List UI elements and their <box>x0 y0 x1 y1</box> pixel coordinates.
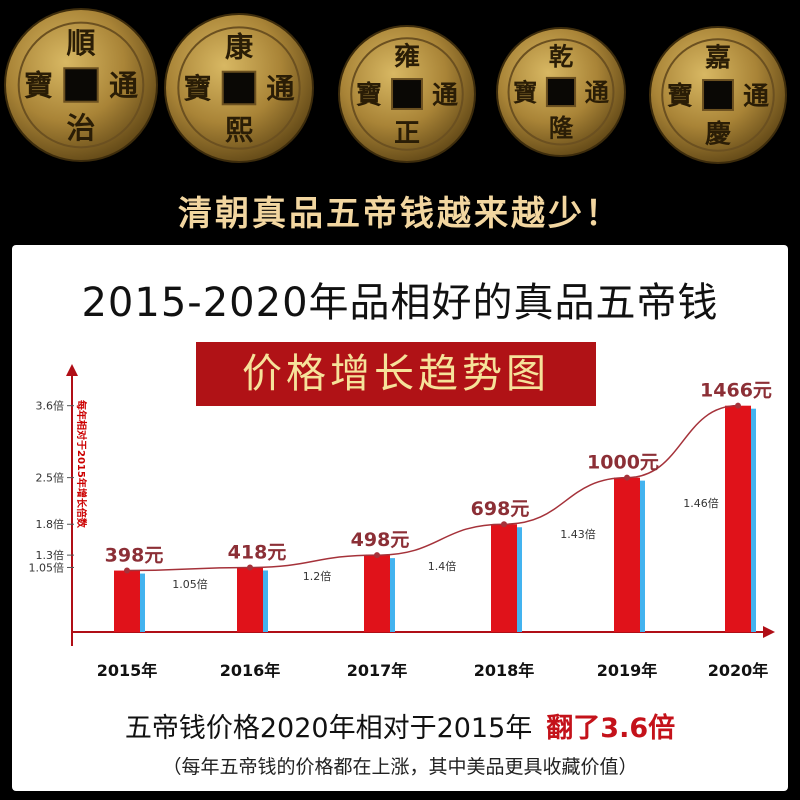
growth-label: 1.46倍 <box>683 496 719 510</box>
category-label: 2017年 <box>347 661 408 680</box>
summary-text: 五帝钱价格2020年相对于2015年 <box>124 713 533 744</box>
coin-rim <box>507 38 615 146</box>
bar <box>614 477 640 632</box>
coin-square-hole <box>702 79 734 111</box>
x-axis-arrow <box>763 626 775 638</box>
coin-character: 隆 <box>549 114 574 143</box>
bar-side <box>640 480 645 632</box>
coin-character: 寶 <box>356 79 382 110</box>
coin-character: 正 <box>394 118 420 148</box>
category-label: 2016年 <box>220 661 281 680</box>
trend-point <box>501 521 507 528</box>
coin-character: 通 <box>432 80 458 110</box>
y-tick-label: 3.6倍 <box>36 399 65 413</box>
coin-square-hole <box>391 78 423 110</box>
bar-side <box>390 558 395 632</box>
growth-label: 1.05倍 <box>172 577 208 591</box>
category-label: 2015年 <box>97 661 158 680</box>
coin-character: 順 <box>67 26 96 60</box>
coin-rim <box>177 26 301 150</box>
y-tick-label: 1.8倍 <box>36 517 65 531</box>
growth-label: 1.43倍 <box>560 527 596 541</box>
y-tick-label: 1.05倍 <box>29 560 65 574</box>
bar <box>114 570 140 632</box>
value-label: 418元 <box>228 541 287 563</box>
coin-rim <box>350 37 464 151</box>
y-axis-title: 每年相对于2015年增长倍数 <box>75 400 88 529</box>
value-label: 1000元 <box>587 452 659 474</box>
bar <box>364 555 390 632</box>
footnote: （每年五帝钱的价格都在上涨，其中美品更具收藏价值） <box>162 756 638 778</box>
coin-square-hole <box>63 67 99 103</box>
coin-character: 寶 <box>24 68 53 102</box>
trend-line <box>126 404 739 572</box>
coin-character: 嘉 <box>705 43 731 73</box>
value-label: 498元 <box>351 529 410 551</box>
y-axis-arrow <box>66 364 78 376</box>
coin-square-hole <box>545 76 577 108</box>
bar-side <box>751 408 756 632</box>
coin-character: 寶 <box>667 80 693 111</box>
coin-character: 通 <box>585 78 610 107</box>
growth-label: 1.2倍 <box>303 569 332 583</box>
page-title: 2015-2020年品相好的真品五帝钱 <box>81 280 719 326</box>
trend-point <box>247 564 253 571</box>
bar <box>237 567 263 632</box>
coin-rim <box>661 38 775 152</box>
category-label: 2020年 <box>708 661 769 680</box>
summary-emphasis: 翻了3.6倍 <box>546 713 676 744</box>
trend-point <box>374 552 380 559</box>
trend-point <box>735 402 741 409</box>
y-tick-label: 2.5倍 <box>36 471 65 485</box>
coin-character: 慶 <box>705 118 731 149</box>
coin-character: 寶 <box>184 72 212 105</box>
coin-character: 康 <box>225 31 254 64</box>
growth-label: 1.4倍 <box>428 559 457 573</box>
headline: 清朝真品五帝钱越来越少！ <box>178 194 622 234</box>
chart-panel <box>12 245 788 791</box>
coin-character: 治 <box>67 111 96 145</box>
coin-square-hole <box>221 70 257 106</box>
chart-title-banner: 价格增长趋势图 <box>196 342 596 406</box>
y-tick-label: 1.3倍 <box>36 548 65 562</box>
coin-character: 通 <box>743 81 769 111</box>
summary-line: 五帝钱价格2020年相对于2015年 翻了3.6倍 <box>0 706 800 745</box>
trend-point <box>124 567 130 574</box>
bar-side <box>140 573 145 632</box>
coin-character: 通 <box>109 68 138 102</box>
value-label: 698元 <box>471 498 530 520</box>
coin-character: 雍 <box>394 41 420 72</box>
value-label: 398元 <box>105 545 164 567</box>
value-label: 1466元 <box>700 380 772 402</box>
coin-character: 熙 <box>225 114 253 147</box>
coin-rim <box>17 21 145 149</box>
category-label: 2019年 <box>597 661 658 680</box>
bar <box>725 405 751 632</box>
coin-character: 通 <box>266 72 294 105</box>
category-label: 2018年 <box>474 661 535 680</box>
coin-character: 寶 <box>513 78 537 107</box>
trend-point <box>624 474 630 481</box>
bar-side <box>517 527 522 632</box>
bar-side <box>263 570 268 632</box>
coin-character: 乾 <box>549 42 573 71</box>
bar <box>491 524 517 632</box>
